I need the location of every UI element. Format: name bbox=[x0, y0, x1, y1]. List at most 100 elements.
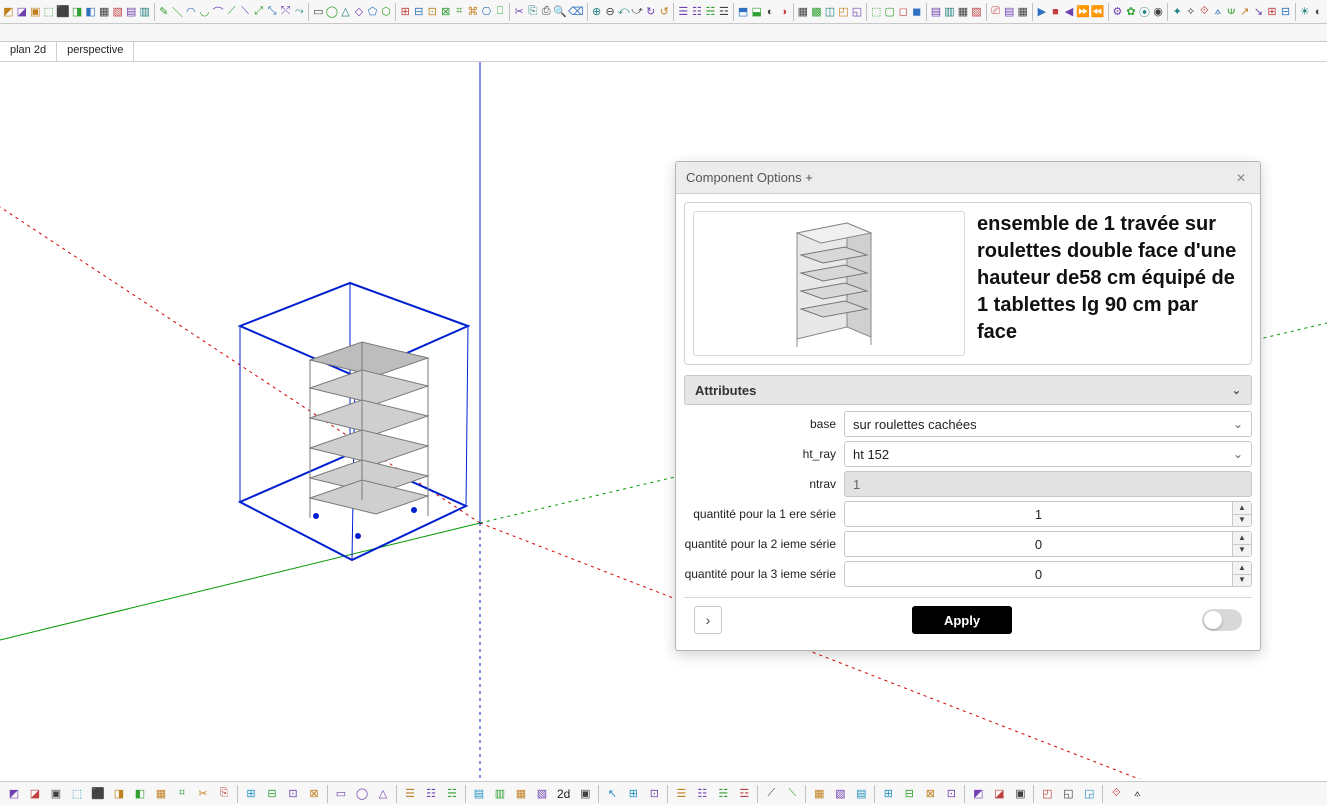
toolbar-icon[interactable]: ⟋ bbox=[761, 784, 781, 804]
toolbar-icon[interactable]: ◰ bbox=[1037, 784, 1057, 804]
toolbar-icon[interactable]: ⊞ bbox=[623, 784, 643, 804]
toolbar-icon[interactable]: ⤢ bbox=[252, 2, 265, 22]
attr-select[interactable]: ht 152 bbox=[844, 441, 1252, 467]
attributes-header[interactable]: Attributes ⌄ bbox=[684, 375, 1252, 405]
toolbar-icon[interactable]: ⊠ bbox=[920, 784, 940, 804]
toolbar-icon[interactable]: ☀ bbox=[1298, 2, 1311, 22]
toolbar-icon[interactable]: ◧ bbox=[130, 784, 150, 804]
toolbar-icon[interactable]: ▣ bbox=[1010, 784, 1030, 804]
toggle-switch[interactable] bbox=[1202, 609, 1242, 631]
toolbar-icon[interactable]: ⊠ bbox=[440, 2, 453, 22]
toolbar-icon[interactable]: ▦ bbox=[1016, 2, 1029, 22]
toolbar-icon[interactable]: ◉ bbox=[1152, 2, 1165, 22]
toolbar-icon[interactable]: ◲ bbox=[1079, 784, 1099, 804]
toolbar-icon[interactable]: ▭ bbox=[312, 2, 325, 22]
toolbar-icon[interactable]: ◩ bbox=[2, 2, 15, 22]
toolbar-icon[interactable]: ⎕ bbox=[494, 2, 507, 22]
toolbar-icon[interactable]: ⟑ bbox=[1127, 784, 1147, 804]
toolbar-icon[interactable]: ⟋ bbox=[225, 2, 238, 22]
toolbar-icon[interactable]: ▭ bbox=[331, 784, 351, 804]
toolbar-icon[interactable]: ▣ bbox=[46, 784, 66, 804]
toolbar-icon[interactable]: ◠ bbox=[185, 2, 198, 22]
toolbar-icon[interactable]: ◩ bbox=[968, 784, 988, 804]
toolbar-icon[interactable]: ⊞ bbox=[241, 784, 261, 804]
toolbar-icon[interactable]: ⎘ bbox=[214, 784, 234, 804]
toolbar-icon[interactable]: ✦ bbox=[1171, 2, 1184, 22]
toolbar-icon[interactable]: ⊡ bbox=[283, 784, 303, 804]
toolbar-icon[interactable]: ☵ bbox=[704, 2, 717, 22]
toolbar-icon[interactable]: ▥ bbox=[490, 784, 510, 804]
dialog-titlebar[interactable]: Component Options + ✕ bbox=[676, 162, 1260, 194]
spin-up-icon[interactable]: ▲ bbox=[1233, 502, 1251, 515]
toolbar-icon[interactable]: ⌫ bbox=[568, 2, 584, 22]
toolbar-icon[interactable]: ◨ bbox=[109, 784, 129, 804]
toolbar-icon[interactable]: ⊠ bbox=[304, 784, 324, 804]
attr-select[interactable]: sur roulettes cachées bbox=[844, 411, 1252, 437]
toolbar-icon[interactable]: ◼ bbox=[910, 2, 923, 22]
toolbar-icon[interactable]: ⊡ bbox=[426, 2, 439, 22]
toolbar-icon[interactable]: ⟐ bbox=[1106, 784, 1126, 804]
toolbar-icon[interactable]: ◰ bbox=[837, 2, 850, 22]
toolbar-icon[interactable]: ⎔ bbox=[480, 2, 493, 22]
toolbar-icon[interactable]: ◯ bbox=[352, 784, 372, 804]
toolbar-icon[interactable]: ▧ bbox=[830, 784, 850, 804]
toolbar-icon[interactable]: ⬚ bbox=[43, 2, 56, 22]
toolbar-icon[interactable]: ↻ bbox=[644, 2, 657, 22]
spin-down-icon[interactable]: ▼ bbox=[1233, 545, 1251, 557]
toolbar-icon[interactable]: ◱ bbox=[851, 2, 864, 22]
toolbar-icon[interactable]: ↺ bbox=[658, 2, 671, 22]
expand-button[interactable]: › bbox=[694, 606, 722, 634]
toolbar-icon[interactable]: ▩ bbox=[810, 2, 823, 22]
viewport-3d[interactable]: Component Options + ✕ bbox=[0, 62, 1327, 779]
toolbar-icon[interactable]: ◻ bbox=[897, 2, 910, 22]
toolbar-icon[interactable]: △ bbox=[373, 784, 393, 804]
toolbar-icon[interactable]: ⊕ bbox=[590, 2, 603, 22]
toolbar-icon[interactable]: ⬒ bbox=[737, 2, 750, 22]
toolbar-icon[interactable]: ⊞ bbox=[878, 784, 898, 804]
toolbar-icon[interactable]: ☵ bbox=[442, 784, 462, 804]
toolbar-icon[interactable]: ◪ bbox=[16, 2, 29, 22]
toolbar-icon[interactable]: ▦ bbox=[151, 784, 171, 804]
toolbar-icon[interactable]: ☰ bbox=[671, 784, 691, 804]
toolbar-icon[interactable]: ▦ bbox=[809, 784, 829, 804]
toolbar-icon[interactable]: ▤ bbox=[1003, 2, 1016, 22]
toolbar-icon[interactable]: ◫ bbox=[824, 2, 837, 22]
toolbar-icon[interactable]: ⌗ bbox=[453, 2, 466, 22]
toolbar-icon[interactable]: ⬡ bbox=[380, 2, 393, 22]
attr-value[interactable]: 1 bbox=[844, 501, 1232, 527]
toolbar-icon[interactable]: ⤺ bbox=[617, 2, 630, 22]
toolbar-icon[interactable]: ◀ bbox=[1063, 2, 1076, 22]
toolbar-icon[interactable]: ▦ bbox=[511, 784, 531, 804]
toolbar-icon[interactable]: ☷ bbox=[691, 2, 704, 22]
toolbar-icon[interactable]: ⤻ bbox=[631, 2, 644, 22]
toolbar-icon[interactable]: ▤ bbox=[930, 2, 943, 22]
toolbar-icon[interactable]: ◐ bbox=[764, 2, 777, 22]
toolbar-icon[interactable]: ⟐ bbox=[1198, 2, 1211, 22]
toolbar-icon[interactable]: ☷ bbox=[692, 784, 712, 804]
attr-spinner[interactable]: 1▲▼ bbox=[844, 501, 1252, 527]
toolbar-icon[interactable]: ▥ bbox=[943, 2, 956, 22]
toolbar-icon[interactable]: ⚙ bbox=[1111, 2, 1124, 22]
toolbar-icon[interactable]: ⊖ bbox=[604, 2, 617, 22]
toolbar-icon[interactable]: ⬠ bbox=[366, 2, 379, 22]
toolbar-icon[interactable]: ▦ bbox=[98, 2, 111, 22]
spin-down-icon[interactable]: ▼ bbox=[1233, 575, 1251, 587]
toolbar-icon[interactable]: ☰ bbox=[400, 784, 420, 804]
toolbar-icon[interactable]: ▦ bbox=[957, 2, 970, 22]
toolbar-icon[interactable]: ⟍ bbox=[782, 784, 802, 804]
attr-spinner[interactable]: 0▲▼ bbox=[844, 561, 1252, 587]
toolbar-icon[interactable]: ⎙ bbox=[540, 2, 553, 22]
toolbar-icon[interactable]: ◨ bbox=[71, 2, 84, 22]
toolbar-icon[interactable]: ⬚ bbox=[67, 784, 87, 804]
toolbar-icon[interactable]: ☷ bbox=[421, 784, 441, 804]
close-icon[interactable]: ✕ bbox=[1232, 169, 1250, 187]
toolbar-icon[interactable]: ▢ bbox=[883, 2, 896, 22]
toolbar-icon[interactable]: ⊞ bbox=[399, 2, 412, 22]
toolbar-icon[interactable]: ◱ bbox=[1058, 784, 1078, 804]
attr-value[interactable]: 0 bbox=[844, 531, 1232, 557]
toolbar-icon[interactable]: ⤲ bbox=[279, 2, 292, 22]
toolbar-icon[interactable]: ⟒ bbox=[1225, 2, 1238, 22]
toolbar-icon[interactable]: 🔍 bbox=[553, 2, 567, 22]
toolbar-icon[interactable]: ⊡ bbox=[644, 784, 664, 804]
scene-tab[interactable]: perspective bbox=[57, 42, 134, 61]
